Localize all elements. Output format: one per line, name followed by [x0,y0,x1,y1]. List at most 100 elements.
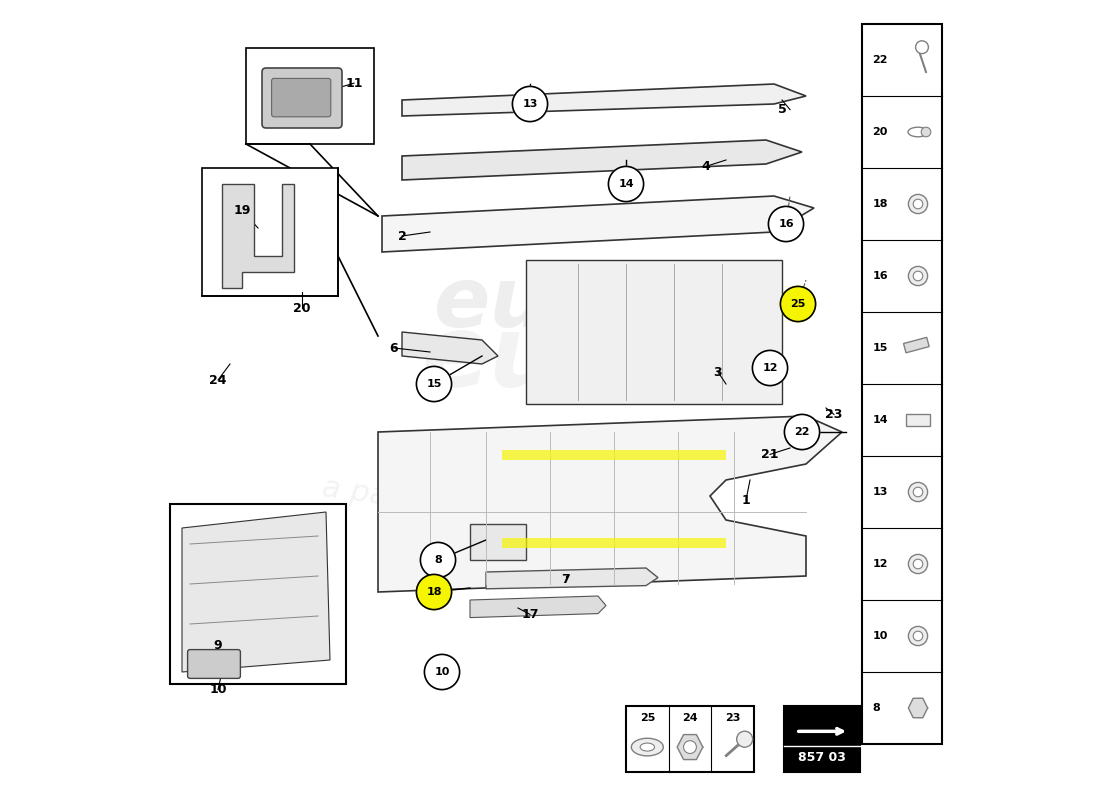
Text: 8: 8 [872,703,880,713]
FancyBboxPatch shape [262,68,342,128]
FancyBboxPatch shape [188,650,241,678]
Circle shape [913,271,923,281]
Circle shape [780,286,815,322]
Text: 14: 14 [618,179,634,189]
Bar [626,706,754,772]
Circle shape [608,166,644,202]
Circle shape [780,286,815,322]
Circle shape [425,654,460,690]
Bar [906,414,930,426]
Bar [784,706,860,772]
Circle shape [417,366,452,402]
Text: a passion for parts since 1985: a passion for parts since 1985 [320,474,780,566]
Circle shape [752,350,788,386]
Text: 12: 12 [762,363,778,373]
Text: 1: 1 [741,494,750,506]
Circle shape [513,86,548,122]
Text: 3: 3 [714,366,723,378]
Bar [502,538,726,548]
Text: 16: 16 [872,271,888,281]
Text: 5: 5 [778,103,786,116]
Text: 21: 21 [761,448,779,461]
Text: 20: 20 [294,302,310,314]
Circle shape [913,199,923,209]
Text: 18: 18 [872,199,888,209]
Text: 857 03: 857 03 [799,751,846,764]
Text: 23: 23 [725,714,740,723]
Text: 15: 15 [427,379,442,389]
Polygon shape [909,698,927,718]
Polygon shape [222,184,294,288]
Text: euroc: euroc [434,263,697,345]
FancyBboxPatch shape [272,78,331,117]
Text: 17: 17 [521,608,539,621]
Text: 7: 7 [562,573,571,586]
Polygon shape [378,416,842,592]
Bar [502,450,726,460]
Text: 25: 25 [639,714,654,723]
Text: 6: 6 [389,342,398,354]
Bar [903,338,929,353]
Circle shape [909,626,927,646]
Circle shape [915,41,928,54]
Text: 14: 14 [872,415,888,425]
Text: 10: 10 [209,683,227,696]
Circle shape [909,482,927,502]
Text: 2: 2 [397,230,406,242]
Text: 23: 23 [825,408,843,421]
Polygon shape [402,84,806,116]
Circle shape [784,414,820,450]
Text: 22: 22 [794,427,810,437]
Circle shape [417,366,452,402]
Circle shape [913,487,923,497]
Text: 24: 24 [682,714,697,723]
Text: 8: 8 [434,555,442,565]
Text: 9: 9 [213,639,222,652]
Circle shape [769,206,804,242]
Text: 16: 16 [778,219,794,229]
Text: 10: 10 [872,631,888,641]
Circle shape [420,542,455,578]
Polygon shape [402,332,498,364]
Polygon shape [402,140,802,180]
Circle shape [909,554,927,574]
Bar [170,504,346,684]
Circle shape [425,654,460,690]
Circle shape [683,741,696,754]
Ellipse shape [631,738,663,756]
Circle shape [913,559,923,569]
Circle shape [769,206,804,242]
Circle shape [784,414,820,450]
Text: euro: euro [421,311,679,409]
Polygon shape [382,196,814,252]
Circle shape [909,194,927,214]
Text: 22: 22 [872,55,888,65]
Bar [470,524,526,560]
Text: 25: 25 [790,299,805,309]
Bar [202,168,338,296]
FancyBboxPatch shape [862,24,942,744]
Circle shape [913,631,923,641]
Text: 13: 13 [872,487,888,497]
Polygon shape [678,734,703,759]
Text: 11: 11 [345,77,363,90]
Text: 18: 18 [427,587,442,597]
Circle shape [737,731,752,747]
Circle shape [420,542,455,578]
Text: 20: 20 [872,127,888,137]
Circle shape [608,166,644,202]
Circle shape [752,350,788,386]
Text: 12: 12 [872,559,888,569]
Polygon shape [470,596,606,618]
Text: 19: 19 [233,204,251,217]
FancyBboxPatch shape [526,260,782,404]
Ellipse shape [908,127,928,137]
Polygon shape [486,568,658,589]
Text: 15: 15 [872,343,888,353]
Ellipse shape [640,743,654,751]
Text: 24: 24 [209,374,227,386]
Text: 13: 13 [522,99,538,109]
Polygon shape [182,512,330,672]
Circle shape [909,266,927,286]
Text: 4: 4 [702,160,711,173]
